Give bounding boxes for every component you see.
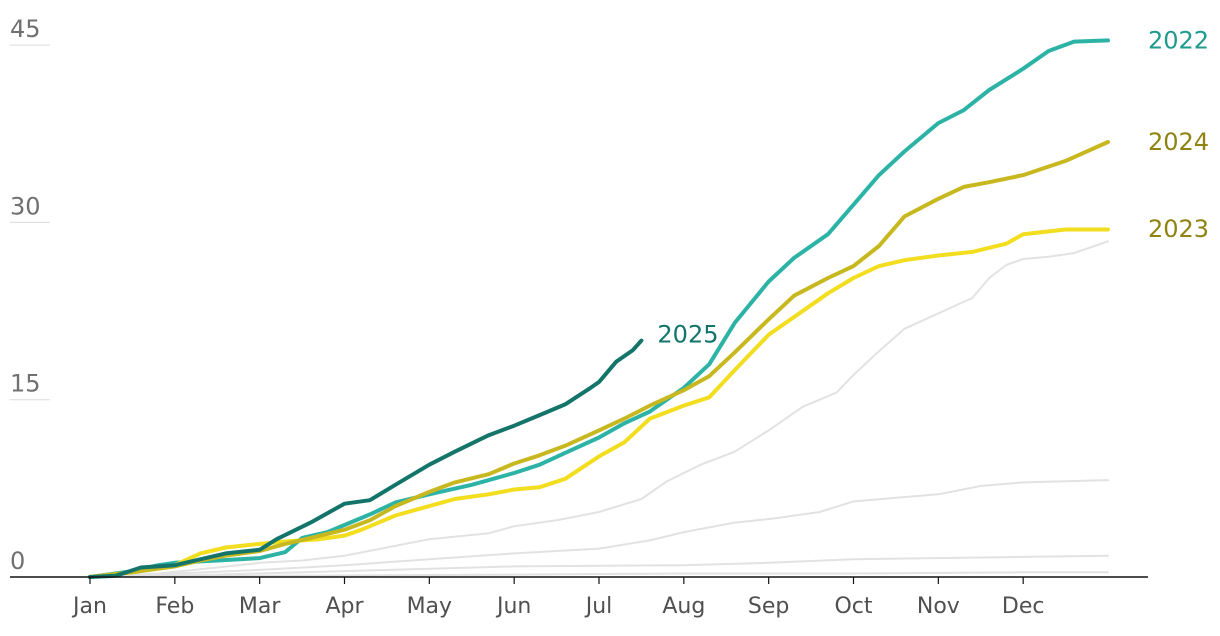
x-tick-label-dec: Dec <box>1002 594 1045 619</box>
series-lines <box>88 38 1110 579</box>
series-label-2022: 2022 <box>1148 26 1209 54</box>
y-gridlines <box>10 44 50 401</box>
series-line-background-3 <box>89 479 1109 578</box>
x-tick-label-may: May <box>407 594 452 619</box>
series-line-2023 <box>88 227 1110 579</box>
series-line-background-4 <box>89 240 1109 578</box>
y-tick-label-30: 30 <box>10 192 41 220</box>
x-tick-label-nov: Nov <box>917 594 960 619</box>
series-label-2024: 2024 <box>1148 128 1209 156</box>
series-label-2023: 2023 <box>1148 215 1209 243</box>
x-tick-label-jul: Jul <box>584 594 613 619</box>
x-tick-label-oct: Oct <box>834 594 872 619</box>
x-tick-label-apr: Apr <box>325 594 364 619</box>
series-line-2022 <box>88 38 1110 579</box>
series-line-background-2 <box>89 554 1109 578</box>
x-tick-label-jan: Jan <box>71 594 107 619</box>
y-tick-label-45: 45 <box>10 15 41 43</box>
x-tick-label-sep: Sep <box>748 594 789 619</box>
series-line-2025 <box>88 338 644 579</box>
series-line-background-1 <box>89 571 1109 578</box>
y-tick-label-0: 0 <box>10 547 25 575</box>
labels: 0 15 30 45 Jan Feb Mar Apr May Jun Jul Aug Sep Oct Nov… <box>10 15 1209 619</box>
series-line-2024 <box>88 140 1110 579</box>
x-tick-label-feb: Feb <box>155 594 194 619</box>
x-tick-label-aug: Aug <box>662 594 705 619</box>
x-axis <box>10 576 1148 584</box>
x-tick-label-jun: Jun <box>495 594 531 619</box>
series-label-2025: 2025 <box>657 321 718 349</box>
y-tick-label-15: 15 <box>10 370 41 398</box>
x-tick-label-mar: Mar <box>239 594 281 619</box>
